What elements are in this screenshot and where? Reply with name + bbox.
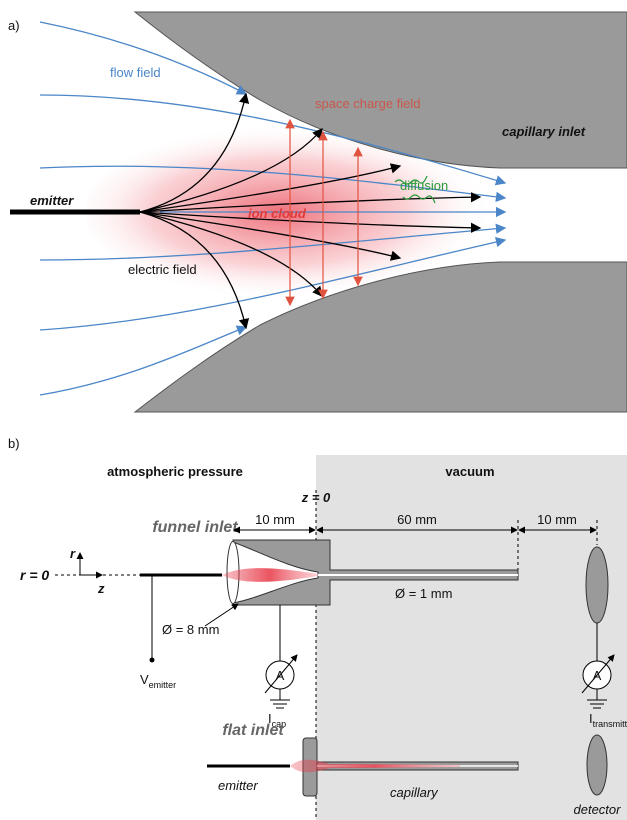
flow-lines [39,21,507,396]
spray-plume [290,759,460,773]
v-emitter-label: Vemitter [140,672,176,690]
dimension-label: 60 mm [397,512,437,527]
electric-field-lines-part [139,92,250,213]
flow-lines-part [39,21,248,95]
vacuum-label: vacuum [445,464,494,479]
subscript: cap [272,719,287,729]
diffusion-squiggles-part [394,175,428,185]
r0-label: r = 0 [20,567,49,583]
flow-lines-part [39,165,507,203]
funnel-body [232,539,519,606]
i-transmitted-label: Itransmitted [589,711,627,729]
detector-label: detector [574,802,622,817]
upper-wall [133,11,627,169]
flow-field-label: flow field [110,65,161,80]
flow-lines-part [39,94,507,186]
panel-label: a) [8,18,20,33]
panel-b: b) atmospheric pressure vacuum z = 0 fun… [8,436,627,820]
electric-field-lines-part [139,211,250,330]
symbol: I [589,711,593,726]
lower-wall [133,261,627,413]
ammeter-transmitted-part [581,654,615,694]
space-charge-arrows [285,118,363,307]
emitter-label: emitter [218,778,258,793]
diameter-pointer [204,603,239,627]
symbol: V [140,672,149,687]
electric-field-lines-part [139,163,402,213]
panel-label: b) [8,436,20,451]
capillary-diameter-label: Ø = 1 mm [395,586,452,601]
ammeter-cap-part [264,654,298,694]
electric-field-lines [139,92,482,330]
capillary-inlet-label: capillary inlet [502,124,586,139]
vacuum-region [316,455,627,820]
flow-lines-part [39,325,248,396]
subscript: emitter [149,680,177,690]
terminal [149,657,155,663]
ion-cloud-label: ion cloud [248,206,307,221]
dimension-guides [517,520,598,570]
panel-a: a) flow field space charge field capilla… [8,11,627,413]
r-label: r [70,546,76,561]
funnel-diameter-label: Ø = 8 mm [162,622,219,637]
i-cap-label: Icap [268,711,286,729]
detector [585,546,609,624]
electric-field-label: electric field [128,262,197,277]
z0-label: z = 0 [301,490,331,505]
flow-lines-part [39,236,507,331]
ammeter-transmitted [581,623,615,709]
funnel-inlet-label: funnel inlet [152,519,238,536]
capillary-label: capillary [390,785,439,800]
spray-plume [222,568,318,582]
dimension-label: 10 mm [537,512,577,527]
ammeter-symbol: A [276,668,285,683]
emitter-label: emitter [30,193,74,208]
z-label: z [97,581,105,596]
atm-label: atmospheric pressure [107,464,243,479]
flow-lines-part [39,223,507,261]
electric-field-lines-part [139,211,402,261]
diffusion-squiggles [394,175,436,204]
diffusion-label: diffusion [400,178,448,193]
subscript: transmitted [593,719,627,729]
electric-field-lines-part [139,127,323,213]
electric-field-lines-part [139,211,323,298]
ammeter-cap [264,605,298,709]
symbol: I [268,711,272,726]
dimension-label: 10 mm [255,512,295,527]
detector [586,734,608,796]
flat-inlet-label: flat inlet [222,722,284,739]
diffusion-squiggles-part [402,194,436,204]
space-charge-label: space charge field [315,96,421,111]
ammeter-symbol: A [593,668,602,683]
